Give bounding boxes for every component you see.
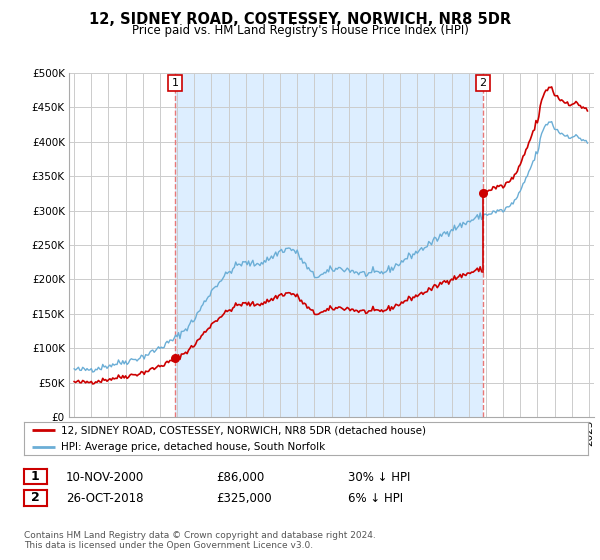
Text: 1: 1 bbox=[31, 470, 40, 483]
Text: 26-OCT-2018: 26-OCT-2018 bbox=[66, 492, 143, 505]
Text: £325,000: £325,000 bbox=[216, 492, 272, 505]
Text: 30% ↓ HPI: 30% ↓ HPI bbox=[348, 470, 410, 484]
Text: 2: 2 bbox=[31, 491, 40, 505]
Bar bbox=[175, 73, 482, 417]
Text: Price paid vs. HM Land Registry's House Price Index (HPI): Price paid vs. HM Land Registry's House … bbox=[131, 24, 469, 36]
Point bbox=[478, 189, 487, 198]
Text: 12, SIDNEY ROAD, COSTESSEY, NORWICH, NR8 5DR (detached house): 12, SIDNEY ROAD, COSTESSEY, NORWICH, NR8… bbox=[61, 426, 425, 435]
Text: 12, SIDNEY ROAD, COSTESSEY, NORWICH, NR8 5DR: 12, SIDNEY ROAD, COSTESSEY, NORWICH, NR8… bbox=[89, 12, 511, 27]
Text: £86,000: £86,000 bbox=[216, 470, 264, 484]
Text: 2: 2 bbox=[479, 78, 486, 88]
Text: HPI: Average price, detached house, South Norfolk: HPI: Average price, detached house, Sout… bbox=[61, 442, 325, 451]
Text: 10-NOV-2000: 10-NOV-2000 bbox=[66, 470, 144, 484]
Text: Contains HM Land Registry data © Crown copyright and database right 2024.
This d: Contains HM Land Registry data © Crown c… bbox=[24, 531, 376, 550]
Text: 1: 1 bbox=[172, 78, 178, 88]
Text: 6% ↓ HPI: 6% ↓ HPI bbox=[348, 492, 403, 505]
Point bbox=[170, 353, 179, 362]
